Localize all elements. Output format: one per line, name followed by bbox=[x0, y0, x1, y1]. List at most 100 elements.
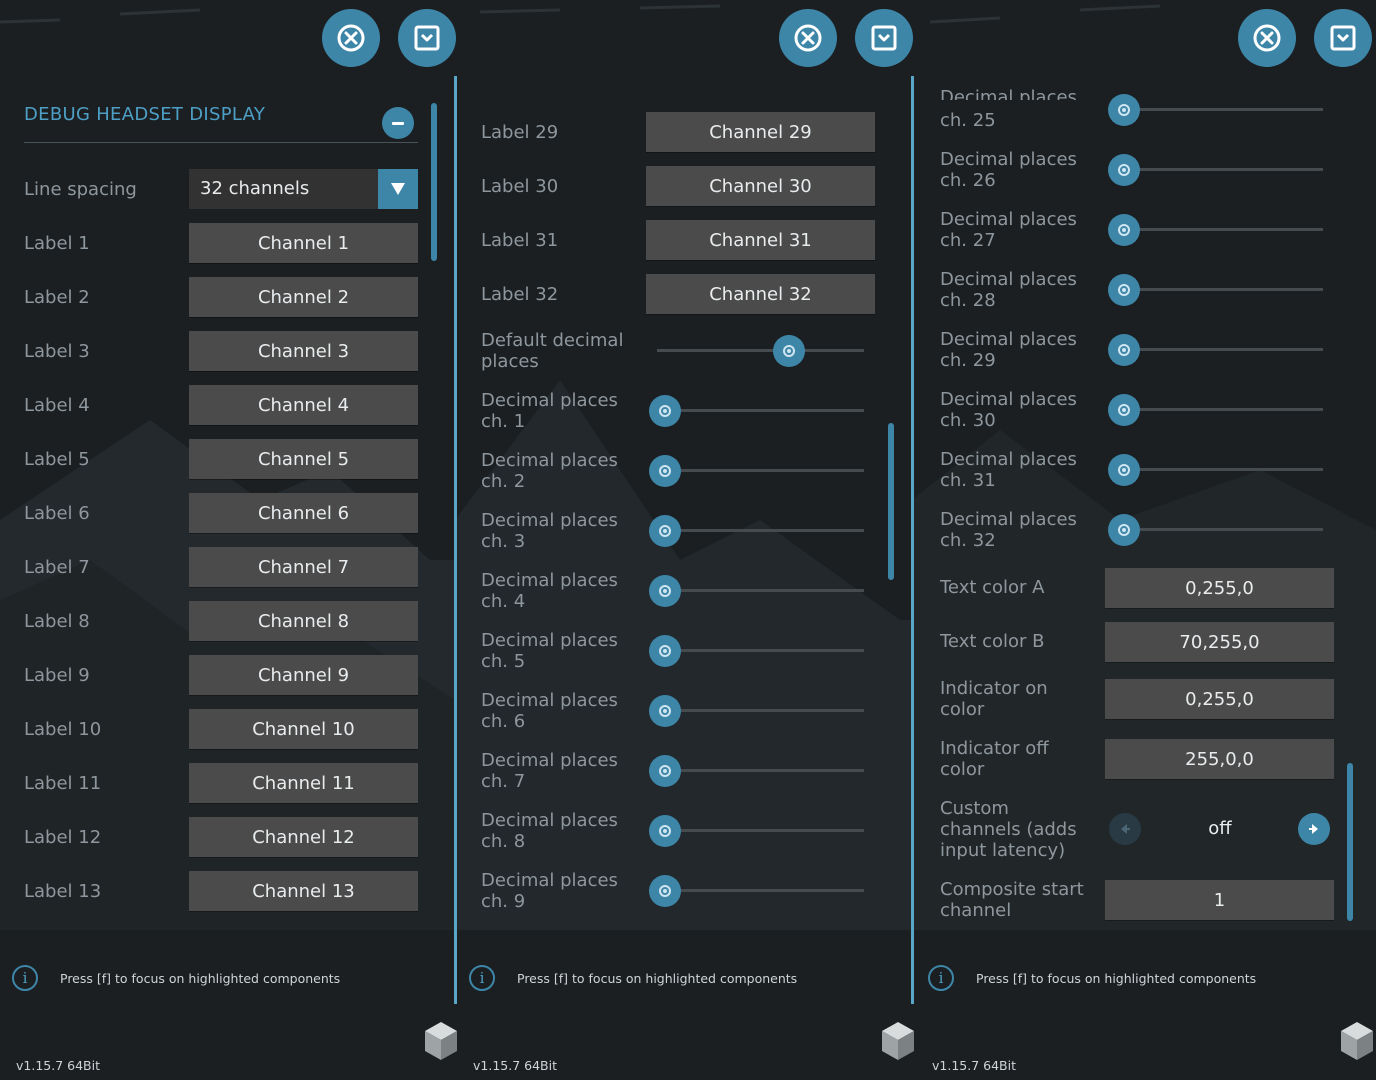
decimal-places-line1: Decimal places bbox=[481, 810, 618, 831]
decimal-places-line1: Decimal places bbox=[481, 630, 618, 651]
channel-name-field[interactable]: Channel 11 bbox=[189, 763, 418, 803]
slider-knob[interactable] bbox=[649, 815, 681, 847]
channel-label: Label 29 bbox=[481, 122, 559, 143]
channel-name-field[interactable]: Channel 9 bbox=[189, 655, 418, 695]
indicator-on-field[interactable]: 0,255,0 bbox=[1105, 679, 1334, 719]
decimal-places-label: Decimal places ch. 27 bbox=[940, 209, 1077, 251]
channel-label: Label 1 bbox=[24, 233, 90, 254]
decimal-places-slider[interactable] bbox=[1116, 168, 1323, 171]
slider-knob[interactable] bbox=[1108, 454, 1140, 486]
slider-knob[interactable] bbox=[1108, 94, 1140, 126]
decimal-places-line1: Decimal places bbox=[481, 510, 618, 531]
dropdown-arrow[interactable] bbox=[378, 169, 418, 209]
decimal-places-line1: Decimal places bbox=[940, 269, 1077, 290]
channel-name-field[interactable]: Channel 13 bbox=[189, 871, 418, 911]
slider-knob[interactable] bbox=[1108, 514, 1140, 546]
custom-channels-prev-button[interactable] bbox=[1109, 813, 1141, 845]
decimal-places-slider[interactable] bbox=[1116, 408, 1323, 411]
channel-label: Label 11 bbox=[24, 773, 102, 794]
scrollbar[interactable] bbox=[1347, 76, 1353, 921]
indicator-off-field[interactable]: 255,0,0 bbox=[1105, 739, 1334, 779]
slider-knob[interactable] bbox=[649, 695, 681, 727]
channel-name-field[interactable]: Channel 7 bbox=[189, 547, 418, 587]
decimal-places-slider[interactable] bbox=[657, 829, 864, 832]
close-button[interactable] bbox=[779, 9, 837, 67]
minimize-button[interactable] bbox=[1314, 9, 1372, 67]
close-button[interactable] bbox=[322, 9, 380, 67]
decimal-places-slider[interactable] bbox=[1116, 348, 1323, 351]
close-button[interactable] bbox=[1238, 9, 1296, 67]
channel-name-field[interactable]: Channel 1 bbox=[189, 223, 418, 263]
slider-knob[interactable] bbox=[649, 455, 681, 487]
decimal-places-line1: Decimal places bbox=[940, 329, 1077, 350]
channel-name-field[interactable]: Channel 32 bbox=[646, 274, 875, 314]
decimal-places-label: Decimal places ch. 32 bbox=[940, 509, 1077, 551]
knob-icon bbox=[659, 825, 671, 837]
minimize-button[interactable] bbox=[398, 9, 456, 67]
scroll-thumb[interactable] bbox=[431, 103, 437, 261]
channel-name-field[interactable]: Channel 5 bbox=[189, 439, 418, 479]
custom-channels-label: Custom channels (adds input latency) bbox=[940, 798, 1077, 861]
decimal-places-line2: ch. 26 bbox=[940, 170, 996, 191]
decimal-places-slider[interactable] bbox=[1116, 468, 1323, 471]
channel-name-field[interactable]: Channel 30 bbox=[646, 166, 875, 206]
channel-label: Label 12 bbox=[24, 827, 102, 848]
decimal-places-slider[interactable] bbox=[657, 469, 864, 472]
knob-icon bbox=[1118, 524, 1130, 536]
decimal-places-slider[interactable] bbox=[657, 409, 864, 412]
channel-name-field[interactable]: Channel 8 bbox=[189, 601, 418, 641]
decimal-places-slider[interactable] bbox=[1116, 528, 1323, 531]
channel-name-field[interactable]: Channel 6 bbox=[189, 493, 418, 533]
slider-knob[interactable] bbox=[1108, 154, 1140, 186]
knob-icon bbox=[1118, 104, 1130, 116]
line-spacing-dropdown[interactable]: 32 channels bbox=[189, 169, 418, 209]
decimal-places-line2: ch. 4 bbox=[481, 591, 526, 612]
slider-knob[interactable] bbox=[649, 575, 681, 607]
channel-name-field[interactable]: Channel 3 bbox=[189, 331, 418, 371]
collapse-button[interactable] bbox=[382, 107, 414, 139]
scroll-thumb[interactable] bbox=[888, 423, 894, 580]
decimal-places-slider[interactable] bbox=[657, 649, 864, 652]
text-color-b-field[interactable]: 70,255,0 bbox=[1105, 622, 1334, 662]
decimal-places-slider[interactable] bbox=[657, 769, 864, 772]
slider-knob[interactable] bbox=[649, 515, 681, 547]
channel-name-field[interactable]: Channel 12 bbox=[189, 817, 418, 857]
decimal-places-line1: Decimal places bbox=[481, 870, 618, 891]
channel-name-field[interactable]: Channel 4 bbox=[189, 385, 418, 425]
channel-name-field[interactable]: Channel 2 bbox=[189, 277, 418, 317]
decimal-places-line2: ch. 32 bbox=[940, 530, 996, 551]
panel-debug-headset: DEBUG HEADSET DISPLAY Line spacing 32 ch… bbox=[0, 0, 457, 1080]
text-color-a-field[interactable]: 0,255,0 bbox=[1105, 568, 1334, 608]
scrollbar[interactable] bbox=[888, 103, 894, 928]
slider-knob[interactable] bbox=[649, 755, 681, 787]
slider-knob[interactable] bbox=[1108, 214, 1140, 246]
decimal-places-slider[interactable] bbox=[657, 589, 864, 592]
decimal-places-slider[interactable] bbox=[1116, 108, 1323, 111]
slider-knob[interactable] bbox=[773, 335, 806, 367]
knob-icon bbox=[659, 765, 671, 777]
decimal-places-slider[interactable] bbox=[1116, 288, 1323, 291]
decimal-places-label: Decimal places ch. 1 bbox=[481, 390, 618, 432]
decimal-places-slider[interactable] bbox=[657, 889, 864, 892]
slider-knob[interactable] bbox=[1108, 334, 1140, 366]
channel-name-field[interactable]: Channel 10 bbox=[189, 709, 418, 749]
slider-knob[interactable] bbox=[649, 875, 681, 907]
decimal-places-slider[interactable] bbox=[657, 709, 864, 712]
scroll-thumb[interactable] bbox=[1347, 763, 1353, 921]
minimize-button[interactable] bbox=[855, 9, 913, 67]
decimal-places-slider[interactable] bbox=[657, 529, 864, 532]
custom-channels-next-button[interactable] bbox=[1298, 813, 1330, 845]
channel-name-field[interactable]: Channel 31 bbox=[646, 220, 875, 260]
cube-icon bbox=[1341, 1022, 1373, 1060]
slider-knob[interactable] bbox=[649, 395, 681, 427]
decimal-places-line1: Decimal places bbox=[481, 690, 618, 711]
slider-knob[interactable] bbox=[649, 635, 681, 667]
composite-start-field[interactable]: 1 bbox=[1105, 880, 1334, 920]
default-decimal-slider[interactable] bbox=[657, 349, 864, 352]
slider-knob[interactable] bbox=[1108, 394, 1140, 426]
decimal-places-slider[interactable] bbox=[1116, 228, 1323, 231]
channel-name-field[interactable]: Channel 29 bbox=[646, 112, 875, 152]
knob-icon bbox=[783, 345, 796, 357]
slider-knob[interactable] bbox=[1108, 274, 1140, 306]
scrollbar[interactable] bbox=[431, 103, 437, 928]
